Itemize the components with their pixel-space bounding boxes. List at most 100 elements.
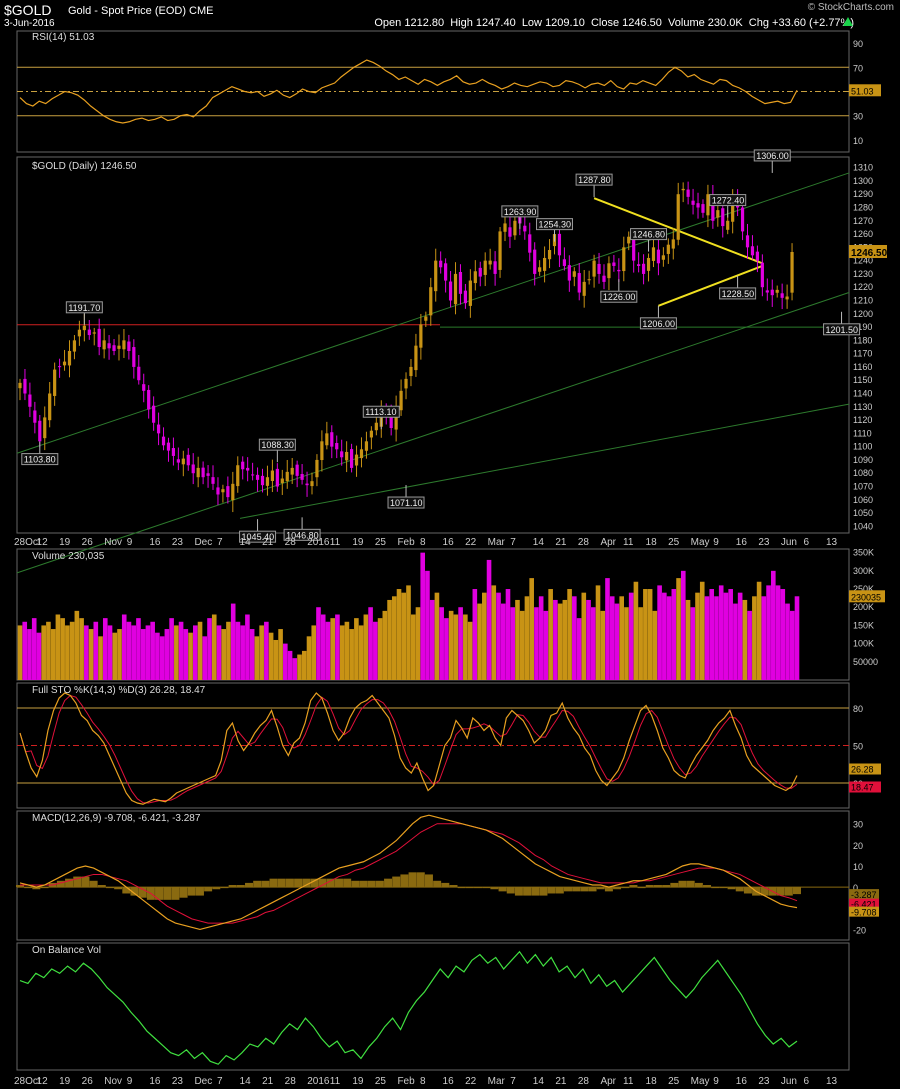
- volume-bar: [524, 596, 530, 680]
- volume-bar: [505, 589, 511, 680]
- candle-body: [142, 384, 146, 391]
- x-axis-label-top: 23: [758, 537, 770, 548]
- candle-body: [780, 293, 784, 298]
- volume-bar: [515, 599, 520, 680]
- macd-histogram-bar: [89, 880, 98, 888]
- volume-bar: [126, 621, 132, 680]
- candle-body: [171, 448, 176, 456]
- macd-histogram-bar: [506, 887, 515, 894]
- macd-histogram-bar: [138, 887, 147, 898]
- candle-body: [236, 465, 240, 487]
- macd-histogram-bar: [155, 887, 164, 900]
- price-annotation-box: [600, 290, 638, 303]
- candle-body: [745, 235, 750, 248]
- candle-body: [181, 458, 185, 465]
- candle-body: [97, 328, 101, 347]
- x-axis-label-top: 7: [510, 537, 516, 548]
- open-label: Open: [374, 17, 402, 29]
- candle-body: [567, 265, 571, 281]
- candle-body: [28, 394, 32, 407]
- volume-bar: [55, 614, 61, 680]
- price-annotation-box: [362, 405, 400, 418]
- price-tick-label: 1270: [853, 216, 873, 226]
- x-axis-label-top: Feb: [397, 537, 415, 548]
- candle-body: [265, 477, 270, 486]
- x-axis-label-bottom: 12: [37, 1076, 49, 1087]
- volume-bar: [240, 625, 245, 680]
- candle-body: [226, 486, 230, 498]
- candle-body: [255, 474, 260, 480]
- x-axis-label-bottom: 2016: [307, 1076, 330, 1087]
- volume-bar: [553, 599, 558, 680]
- macd-histogram-bar: [318, 878, 327, 888]
- candle-body: [260, 475, 265, 486]
- macd-histogram-bar: [236, 885, 245, 888]
- volume-bar: [586, 599, 591, 680]
- price-tick-label: 1160: [853, 362, 872, 372]
- candle-body: [325, 433, 329, 446]
- candle-body: [641, 263, 646, 274]
- open-value: 1212.80: [404, 17, 445, 29]
- macd-histogram-bar: [114, 887, 123, 890]
- volume-bar: [174, 625, 179, 680]
- candle-body: [354, 454, 359, 466]
- volume-bar: [211, 614, 217, 680]
- volume-bar: [339, 625, 345, 680]
- candle-body: [790, 251, 794, 293]
- volume-bar: [287, 650, 293, 680]
- volume-bar: [325, 621, 331, 680]
- price-annotation-label: 1113.10: [365, 407, 396, 417]
- x-axis-label-bottom: Dec: [194, 1076, 212, 1087]
- candle-body: [785, 296, 789, 300]
- volume-bar: [718, 585, 724, 680]
- x-axis-label-bottom: 16: [149, 1076, 161, 1087]
- candle-body: [72, 340, 77, 352]
- volume-bar: [496, 592, 501, 680]
- macd-histogram-bar: [392, 876, 401, 888]
- volume-bar: [354, 618, 359, 680]
- candle-body: [577, 273, 581, 293]
- candle-body: [191, 464, 195, 474]
- volume-bar: [311, 625, 317, 680]
- candle-body: [394, 406, 398, 430]
- macd-line: [19, 814, 798, 931]
- candle-body: [528, 234, 532, 253]
- x-axis-label-bottom: 19: [59, 1076, 71, 1087]
- candle-body: [731, 200, 735, 222]
- price-annotation-label: 1228.50: [722, 289, 755, 299]
- candle-body: [691, 200, 695, 205]
- volume-bar: [131, 625, 137, 680]
- x-axis-label-bottom: 9: [127, 1076, 133, 1087]
- price-tick-label: 1240: [853, 256, 873, 266]
- volume-bar: [581, 592, 587, 680]
- macd-histogram-bar: [245, 882, 254, 888]
- volume-bar: [207, 618, 212, 680]
- volume-bar: [415, 607, 421, 680]
- volume-bar: [358, 625, 364, 680]
- candle-body: [270, 470, 275, 481]
- price-annotation-label: 1201.50: [826, 325, 859, 335]
- chart-subtitle: Gold - Spot Price (EOD) CME: [68, 5, 214, 17]
- sto-k-line: [19, 692, 798, 805]
- price-tick-label: 1070: [853, 481, 873, 491]
- macd-histogram-bar: [343, 878, 352, 888]
- x-axis-label-bottom: 25: [668, 1076, 680, 1087]
- candle-body: [538, 267, 542, 272]
- volume-bar: [647, 589, 653, 680]
- candle-body: [369, 430, 373, 438]
- candle-body: [127, 341, 131, 351]
- volume-bar: [230, 603, 236, 680]
- candle-body: [156, 424, 161, 434]
- candle-body: [706, 194, 710, 216]
- volume-bar: [145, 625, 151, 680]
- macd-histogram-bar: [408, 872, 417, 888]
- candle-body: [622, 247, 626, 272]
- volume-bar: [671, 589, 677, 680]
- macd-histogram-bar: [441, 882, 450, 888]
- candle-body: [57, 366, 62, 368]
- price-tick-label: 1120: [853, 415, 872, 425]
- volume-bar: [283, 643, 288, 680]
- chg-label: Chg: [748, 17, 769, 29]
- chart-date: 3-Jun-2016: [4, 18, 55, 29]
- macd-histogram-bar: [678, 880, 687, 888]
